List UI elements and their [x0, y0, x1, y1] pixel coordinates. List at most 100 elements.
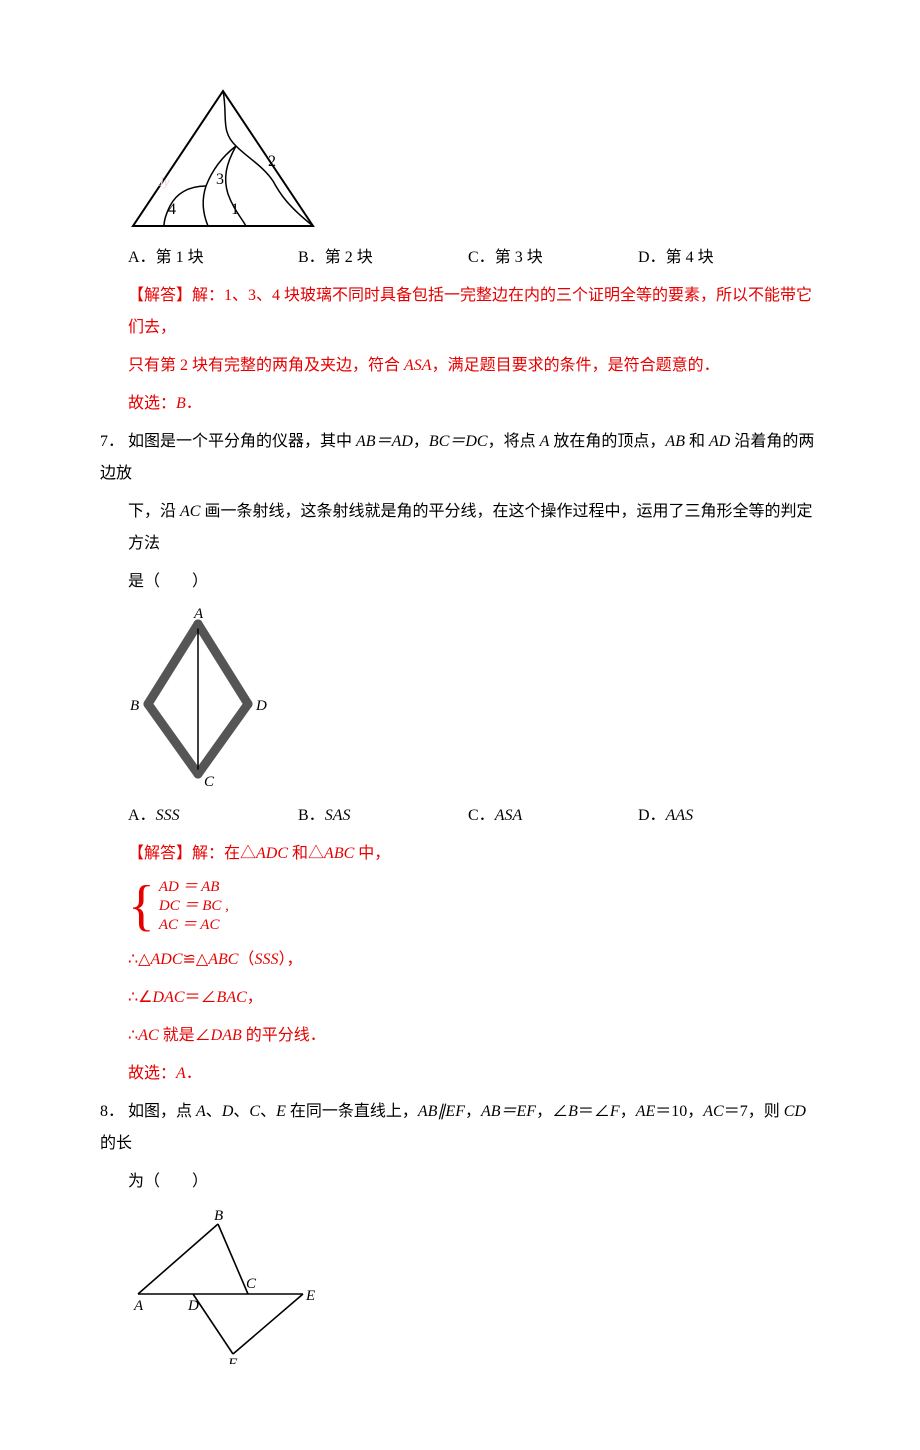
- q6-option-a: A．第 1 块: [128, 242, 298, 274]
- q8-label-f: F: [227, 1356, 238, 1364]
- q7-sol-choice: 故选：: [128, 1065, 176, 1082]
- q7-c3d: DAB: [211, 1027, 242, 1044]
- q7-rhombus-svg: A B D C: [128, 604, 278, 794]
- q8-s1v: CD: [784, 1103, 806, 1120]
- q7-option-a: A．SSS: [128, 800, 298, 832]
- q8-s1t: AC: [703, 1103, 723, 1120]
- q7-option-c-prefix: C．: [468, 807, 495, 824]
- q8-label-a: A: [133, 1298, 144, 1314]
- q6-option-d-text: 第 4 块: [666, 249, 714, 266]
- q7-s1a: 如图是一个平分角的仪器，其中: [128, 433, 356, 450]
- q8-s1o: ＝∠: [578, 1103, 610, 1120]
- q7-s1j: AD: [709, 433, 730, 450]
- q7-conclude-1: ∴△ADC≌△ABC（SSS），: [100, 944, 820, 976]
- q7-s1g: 放在角的顶点，: [549, 433, 665, 450]
- q7-sol-it2: ABC: [324, 845, 354, 862]
- q6-solution-choice: 故选：B．: [100, 388, 820, 420]
- q8-line-bc: [218, 1224, 248, 1294]
- q8-s1w: 的长: [100, 1135, 132, 1152]
- q7-s1i: 和: [685, 433, 709, 450]
- q8-s1u: ＝7，则: [724, 1103, 784, 1120]
- q7-node-c: [194, 770, 203, 779]
- q8-s1b: A: [196, 1103, 206, 1120]
- q7-c1e: （: [238, 951, 254, 968]
- q6-sol-choice-it: B: [176, 395, 186, 412]
- q8-stem-line1: 8．如图，点 A、D、C、E 在同一条直线上，AB∥EF，AB＝EF，∠B＝∠F…: [100, 1096, 820, 1160]
- q8-figure: A D C E B F: [100, 1204, 820, 1364]
- q8-s1g: 、: [260, 1103, 276, 1120]
- q7-c1f: SSS: [254, 951, 278, 968]
- q6-solution-line2: 只有第 2 块有完整的两角及夹边，符合 ASA，满足题目要求的条件，是符合题意的…: [100, 350, 820, 382]
- q7-option-b: B．SAS: [298, 800, 468, 832]
- q7-option-a-text: SSS: [156, 807, 180, 824]
- q7-s1d: BC＝DC: [429, 433, 488, 450]
- q6-option-c-text: 第 3 块: [495, 249, 543, 266]
- q7-c2c: ＝∠: [185, 989, 217, 1006]
- q7-figure: A B D C: [100, 604, 820, 794]
- q7-label-c: C: [204, 774, 215, 790]
- q7-node-d: [244, 700, 253, 709]
- q7-c3e: 的平分线．: [242, 1027, 326, 1044]
- q7-label-b: B: [130, 698, 139, 714]
- q7-s1h: AB: [665, 433, 685, 450]
- q7-edge-ab: [148, 624, 198, 704]
- q6-label-3: 3: [216, 171, 224, 188]
- q7-sol-choice-tail: ．: [186, 1065, 202, 1082]
- q8-s1a: 如图，点: [128, 1103, 196, 1120]
- q7-options: A．SSS B．SAS C．ASA D．AAS: [100, 800, 820, 832]
- q8-label-b: B: [214, 1208, 223, 1224]
- q7-c1g: ），: [278, 951, 302, 968]
- q7-option-b-prefix: B．: [298, 807, 325, 824]
- q8-label-d: D: [187, 1298, 199, 1314]
- q7-s2a: 下，沿: [128, 503, 180, 520]
- q8-s1r: AE: [636, 1103, 656, 1120]
- q6-option-c: C．第 3 块: [468, 242, 638, 274]
- q7-stem-line1: 7．如图是一个平分角的仪器，其中 AB＝AD，BC＝DC，将点 A 放在角的顶点…: [100, 426, 820, 490]
- q7-c3a: ∴: [128, 1027, 138, 1044]
- q8-s1e: 、: [233, 1103, 249, 1120]
- q6-label-2: 2: [268, 153, 276, 170]
- q7-conclude-2: ∴∠DAC＝∠BAC，: [100, 982, 820, 1014]
- q6-sol-text2-tail: ，满足题目要求的条件，是符合题意的．: [432, 357, 720, 374]
- q7-c2b: DAC: [153, 989, 185, 1006]
- q7-c1d: ABC: [208, 951, 238, 968]
- q7-option-c: C．ASA: [468, 800, 638, 832]
- q6-sol-text1: 解：1、3、4 块玻璃不同时具备包括一完整边在内的三个证明全等的要素，所以不能带…: [128, 287, 812, 336]
- q7-stem-line2: 下，沿 AC 画一条射线，这条射线就是角的平分线，在这个操作过程中，运用了三角形…: [100, 496, 820, 560]
- q7-option-a-prefix: A．: [128, 807, 156, 824]
- q7-sol-it1: ADC: [256, 845, 288, 862]
- q8-s1m: ，∠: [536, 1103, 568, 1120]
- q8-s1s: ＝10，: [655, 1103, 703, 1120]
- q8-s1j: AB∥EF: [418, 1103, 465, 1120]
- q6-option-d-prefix: D．: [638, 249, 666, 266]
- q7-option-c-text: ASA: [495, 807, 523, 824]
- q6-sol-text2: 只有第 2 块有完整的两角及夹边，符合: [128, 357, 404, 374]
- q7-edge-ad: [198, 624, 248, 704]
- q8-s2: 为（ ）: [128, 1173, 208, 1190]
- q7-brace-icon: {: [128, 878, 155, 934]
- q6-option-b: B．第 2 块: [298, 242, 468, 274]
- q6-option-b-text: 第 2 块: [325, 249, 373, 266]
- q7-c2a: ∴∠: [128, 989, 153, 1006]
- q6-watermark: Jy: [158, 174, 170, 189]
- q7-stem-line3: 是（ ）: [100, 566, 820, 598]
- q6-solution-line1: 【解答】解：1、3、4 块玻璃不同时具备包括一完整边在内的三个证明全等的要素，所…: [100, 280, 820, 344]
- q7-equation-system: { AD ＝ AB DC ＝ BC , AC ＝ AC: [100, 878, 820, 934]
- q8-line-fd: [193, 1294, 233, 1354]
- q6-sol-asa: ASA: [404, 357, 432, 374]
- q7-s2b: AC: [180, 503, 200, 520]
- q6-option-b-prefix: B．: [298, 249, 325, 266]
- q7-s1c: ，: [413, 433, 429, 450]
- q7-option-d-prefix: D．: [638, 807, 666, 824]
- q7-number: 7．: [100, 426, 128, 458]
- q8-s1c: 、: [206, 1103, 222, 1120]
- q6-sol-choice-tail: ．: [186, 395, 202, 412]
- q7-node-b: [144, 700, 153, 709]
- q7-c1a: ∴△: [128, 951, 150, 968]
- q7-s2c: 画一条射线，这条射线就是角的平分线，在这个操作过程中，运用了三角形全等的判定方法: [128, 503, 812, 552]
- q7-c1b: ADC: [150, 951, 182, 968]
- q7-conclude-3: ∴AC 就是∠DAB 的平分线．: [100, 1020, 820, 1052]
- q7-option-d: D．AAS: [638, 800, 808, 832]
- q6-option-c-prefix: C．: [468, 249, 495, 266]
- q7-c3c: 就是∠: [159, 1027, 211, 1044]
